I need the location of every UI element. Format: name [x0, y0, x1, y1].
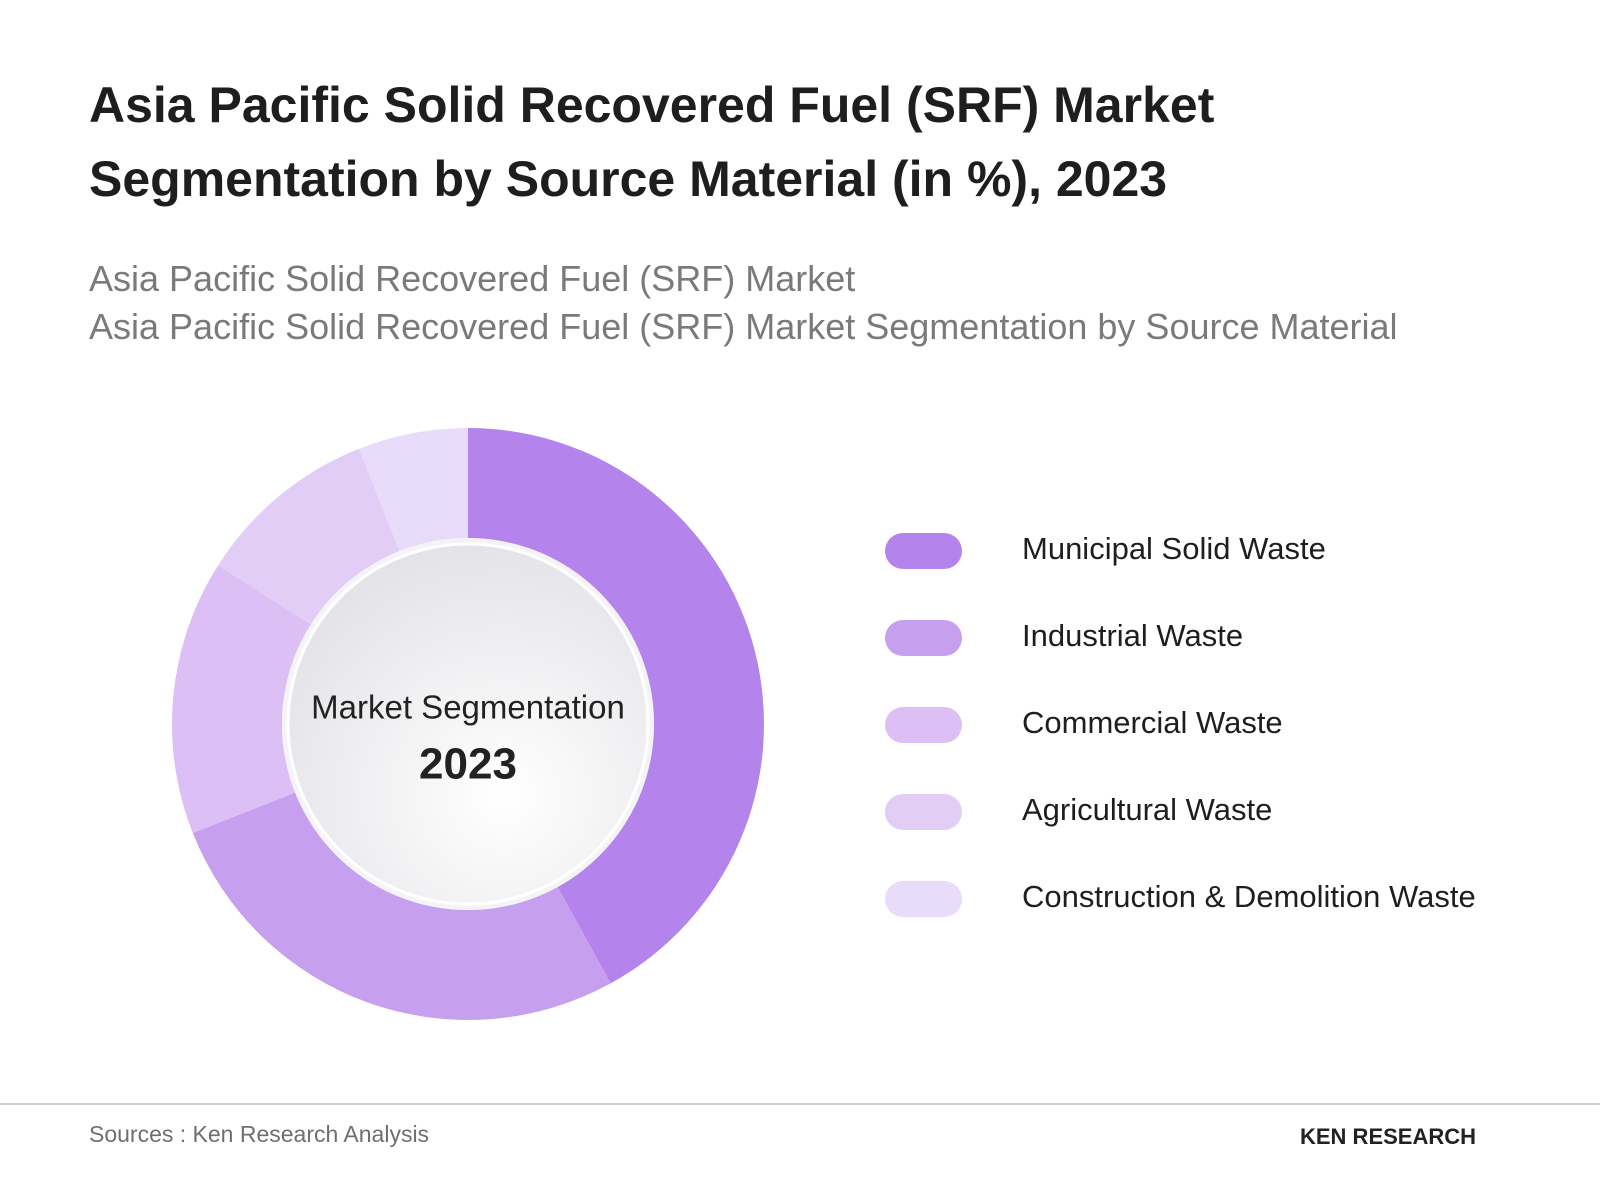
chart: Market Segmentation 2023 Municipal Solid W… [172, 428, 1476, 1020]
donut-slice [218, 448, 400, 625]
subtitle: Asia Pacific Solid Recovered Fuel (SRF) … [89, 258, 856, 299]
donut-slice [172, 565, 311, 833]
legend-swatch [885, 794, 962, 830]
chart-title: Asia Pacific Solid Recovered Fuel (SRF) … [89, 77, 1215, 207]
legend-label: Agricultural Waste [1022, 792, 1272, 827]
donut-slice [359, 428, 468, 552]
center-label: Market Segmentation [311, 689, 625, 726]
subtitle: Asia Pacific Solid Recovered Fuel (SRF) … [89, 306, 1398, 347]
center-disc [286, 542, 650, 906]
legend-swatch [885, 620, 962, 656]
footer-rule [0, 1103, 1600, 1105]
legend-swatch [885, 533, 962, 569]
logo: KEN RESEARCH [1300, 1124, 1477, 1149]
legend-label: Commercial Waste [1022, 705, 1283, 740]
donut-slice [192, 792, 611, 1020]
donut-slice [468, 428, 765, 984]
source: Sources : Ken Research Analysis [89, 1121, 430, 1147]
center-year: 2023 [419, 740, 517, 789]
legend-label: Industrial Waste [1022, 618, 1243, 653]
legend-swatch [885, 707, 962, 743]
legend-label: Municipal Solid Waste [1022, 531, 1326, 566]
legend-swatch [885, 881, 962, 917]
legend-label: Construction & Demolition Waste [1022, 879, 1476, 914]
